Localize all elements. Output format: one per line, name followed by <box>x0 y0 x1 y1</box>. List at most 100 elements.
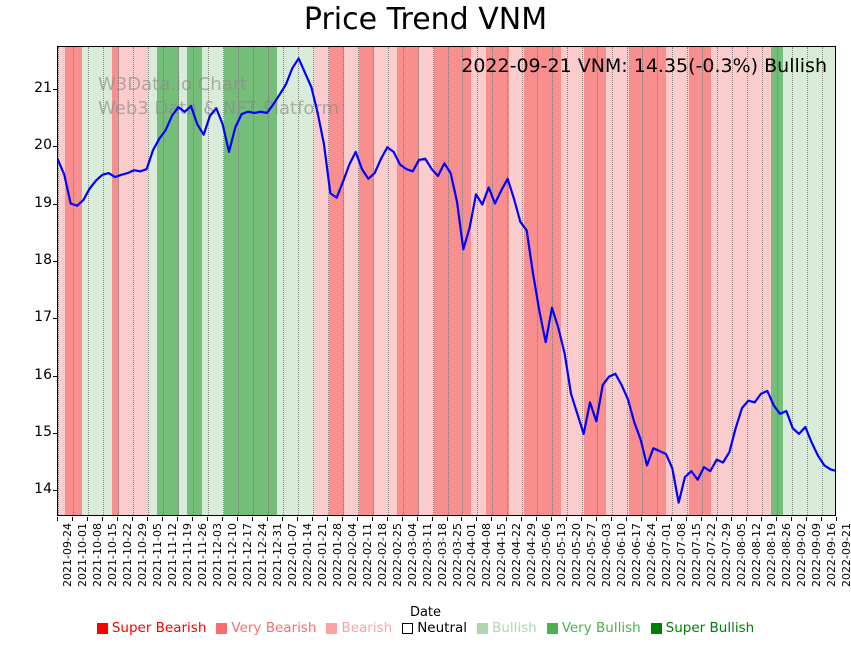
gridline-vertical <box>342 47 344 515</box>
x-axis-tick-label: 2021-12-10 <box>225 523 239 587</box>
x-axis-tick-label: 2022-02-11 <box>360 523 374 587</box>
legend-item[interactable]: Bearish <box>326 620 392 636</box>
legend-label: Very Bullish <box>561 620 641 636</box>
legend-item[interactable]: Very Bullish <box>546 620 641 636</box>
gridline-vertical <box>597 47 599 515</box>
x-axis-tick-label: 2022-08-26 <box>780 523 794 587</box>
gridline-vertical <box>672 47 674 515</box>
x-axis-tick-label: 2022-04-01 <box>465 523 479 587</box>
y-axis-tick-label: 21 <box>34 79 52 96</box>
x-axis-tick-mark <box>581 517 583 521</box>
x-axis-tick-mark <box>131 517 133 521</box>
x-axis-tick-label: 2022-03-25 <box>450 523 464 587</box>
y-axis-tick-label: 19 <box>34 194 52 211</box>
legend-label: Neutral <box>417 620 468 636</box>
x-axis-tick-mark <box>206 517 208 521</box>
x-axis-tick-mark <box>236 517 238 521</box>
legend-item[interactable]: Super Bearish <box>96 620 206 636</box>
x-axis-tick-mark <box>701 517 703 521</box>
gridline-vertical <box>777 47 779 515</box>
regime-band <box>276 47 292 515</box>
legend-item[interactable]: Neutral <box>402 620 467 636</box>
x-axis-tick-mark <box>296 517 298 521</box>
x-axis-tick-label: 2022-09-02 <box>795 523 809 587</box>
x-axis-tick-mark <box>626 517 628 521</box>
regime-band <box>523 47 562 515</box>
x-axis-tick-mark <box>281 517 283 521</box>
gridline-vertical <box>567 47 569 515</box>
x-axis-ticks: 2021-09-24 2021-10-01 2021-10-08 2021-10-15… <box>57 517 851 617</box>
x-axis-tick-label: 2022-01-14 <box>300 523 314 587</box>
gridline-vertical <box>207 47 209 515</box>
x-axis-tick-label: 2021-10-29 <box>135 523 149 587</box>
x-axis-tick-label: 2021-11-05 <box>150 523 164 587</box>
y-axis-tick-mark <box>53 260 57 262</box>
x-axis-tick-label: 2022-06-10 <box>615 523 629 587</box>
gridline-vertical <box>522 47 524 515</box>
regime-band <box>486 47 509 515</box>
y-axis-tick-mark <box>53 146 57 148</box>
x-axis-title: Date <box>409 605 442 620</box>
regime-band <box>561 47 584 515</box>
x-axis-tick-label: 2021-12-24 <box>255 523 269 587</box>
x-axis-tick-label: 2021-10-22 <box>120 523 134 587</box>
gridline-vertical <box>447 47 449 515</box>
legend-item[interactable]: Super Bullish <box>650 620 755 636</box>
gridline-vertical <box>102 47 104 515</box>
x-axis-tick-mark <box>476 517 478 521</box>
legend-item[interactable]: Very Bearish <box>216 620 316 636</box>
x-axis-tick-mark <box>221 517 223 521</box>
x-axis-tick-label: 2022-07-15 <box>690 523 704 587</box>
x-axis-tick-label: 2022-06-24 <box>645 523 659 587</box>
x-axis-tick-mark <box>57 517 58 521</box>
gridline-vertical <box>627 47 629 515</box>
regime-band <box>156 47 180 515</box>
gridline-vertical <box>612 47 614 515</box>
gridline-vertical <box>642 47 644 515</box>
x-axis-tick-mark <box>356 517 358 521</box>
legend-swatch <box>546 622 558 634</box>
x-axis-tick-label: 2021-10-01 <box>75 523 89 587</box>
x-axis-tick-label: 2022-07-22 <box>705 523 719 587</box>
y-axis-tick-label: 16 <box>34 366 52 383</box>
gridline-vertical <box>507 47 509 515</box>
x-axis-tick-mark <box>431 517 433 521</box>
x-axis-tick-mark <box>746 517 748 521</box>
y-axis-tick-label: 14 <box>34 481 52 498</box>
regime-band <box>344 47 360 515</box>
x-axis-tick-mark <box>341 517 343 521</box>
regime-band <box>186 47 202 515</box>
gridline-vertical <box>477 47 479 515</box>
x-axis-tick-label: 2021-12-03 <box>210 523 224 587</box>
x-axis-tick-mark <box>596 517 598 521</box>
gridline-vertical <box>747 47 749 515</box>
gridline-vertical <box>492 47 494 515</box>
legend-swatch <box>326 622 338 634</box>
regime-band <box>396 47 420 515</box>
regime-legend: Super Bearish Very Bearish Bearish Neutral B… <box>0 620 851 636</box>
x-axis-tick-mark <box>821 517 823 521</box>
x-axis-tick-mark <box>176 517 178 521</box>
gridline-vertical <box>147 47 149 515</box>
regime-band <box>359 47 375 515</box>
gridline-vertical <box>282 47 284 515</box>
x-axis-tick-mark <box>461 517 463 521</box>
y-axis-tick-label: 18 <box>34 251 52 268</box>
gridline-vertical <box>72 47 74 515</box>
gridline-vertical <box>657 47 659 515</box>
legend-item[interactable]: Bullish <box>477 620 537 636</box>
x-axis-tick-label: 2022-05-27 <box>585 523 599 587</box>
regime-band <box>434 47 472 515</box>
legend-label: Super Bullish <box>665 620 755 636</box>
gridline-vertical <box>58 47 59 515</box>
legend-swatch <box>650 622 662 634</box>
x-axis-tick-label: 2022-09-21 <box>840 523 851 587</box>
x-axis-tick-label: 2022-05-13 <box>555 523 569 587</box>
legend-swatch <box>477 622 489 634</box>
gridline-vertical <box>117 47 119 515</box>
regime-band <box>314 47 330 515</box>
gridline-vertical <box>462 47 464 515</box>
gridline-vertical <box>372 47 374 515</box>
gridline-vertical <box>762 47 764 515</box>
x-axis-tick-mark <box>686 517 688 521</box>
